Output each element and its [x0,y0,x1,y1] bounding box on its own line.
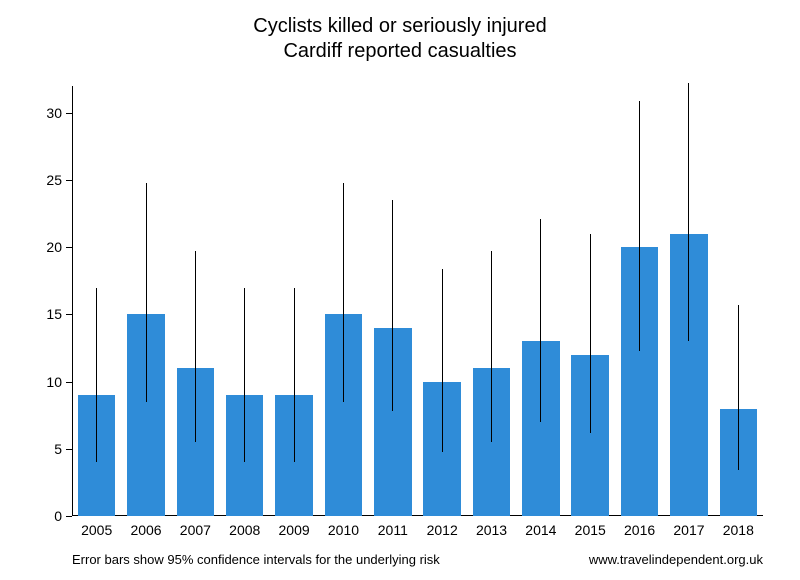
x-tick-label: 2014 [516,522,565,538]
y-axis [72,86,73,516]
error-bar [294,288,295,463]
error-bar [442,269,443,452]
x-tick-label: 2009 [269,522,318,538]
error-bar [491,251,492,442]
y-tick-label: 5 [32,441,62,457]
x-tick-label: 2012 [418,522,467,538]
y-tick-label: 15 [32,306,62,322]
y-tick [66,247,72,248]
error-bar [540,219,541,422]
y-tick [66,113,72,114]
error-bar [688,83,689,341]
x-tick-label: 2007 [171,522,220,538]
error-bar [639,101,640,351]
x-tick-label: 2006 [121,522,170,538]
y-tick-label: 0 [32,508,62,524]
y-tick [66,516,72,517]
y-tick [66,449,72,450]
error-bar [244,288,245,463]
x-tick-label: 2015 [566,522,615,538]
footnote-right: www.travelindependent.org.uk [589,552,763,567]
footnote-left: Error bars show 95% confidence intervals… [72,552,440,567]
plot-area: 0510152025302005200620072008200920102011… [72,86,763,516]
error-bar [392,200,393,411]
y-tick [66,180,72,181]
y-tick-label: 20 [32,239,62,255]
y-tick [66,314,72,315]
error-bar [96,288,97,463]
x-tick-label: 2018 [714,522,763,538]
x-tick-label: 2005 [72,522,121,538]
x-tick-label: 2013 [467,522,516,538]
x-tick-label: 2017 [664,522,713,538]
x-tick-label: 2016 [615,522,664,538]
error-bar [343,183,344,402]
chart-title-line1: Cyclists killed or seriously injured [0,14,800,39]
error-bar [195,251,196,442]
chart-titles: Cyclists killed or seriously injured Car… [0,14,800,64]
chart-title-line2: Cardiff reported casualties [0,39,800,64]
chart-container: Cyclists killed or seriously injured Car… [0,0,800,580]
error-bar [146,183,147,402]
error-bar [738,305,739,470]
x-tick-label: 2011 [368,522,417,538]
y-tick [66,382,72,383]
y-tick-label: 10 [32,374,62,390]
y-tick-label: 25 [32,172,62,188]
x-tick-label: 2008 [220,522,269,538]
error-bar [590,234,591,433]
y-tick-label: 30 [32,105,62,121]
x-tick-label: 2010 [319,522,368,538]
